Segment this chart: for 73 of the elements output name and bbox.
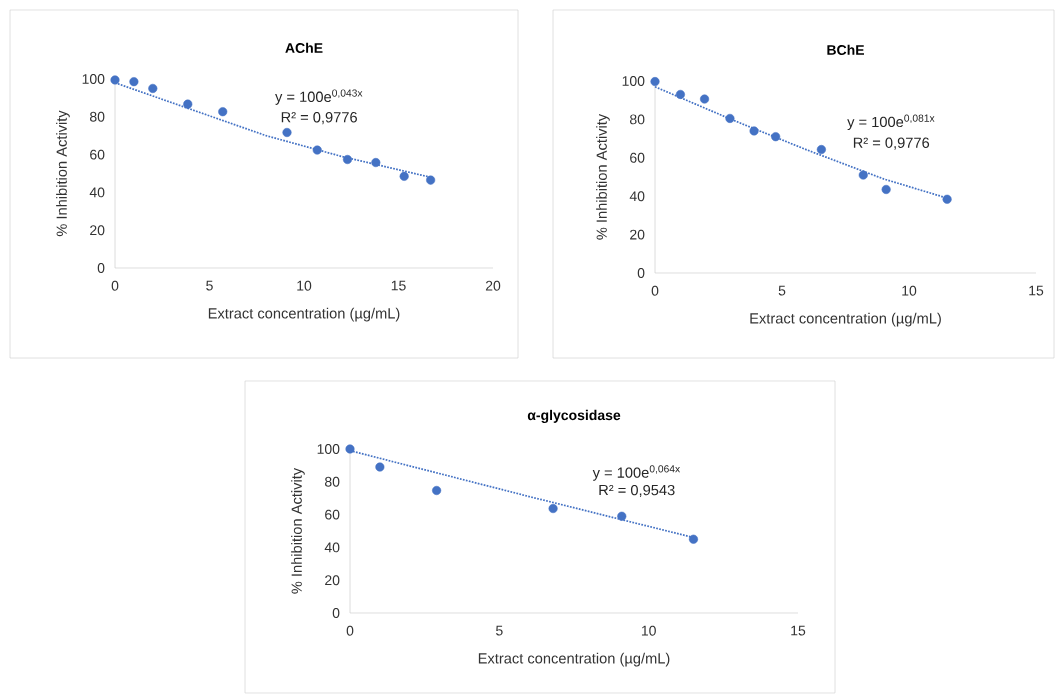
x-tick-label: 20	[485, 280, 501, 291]
y-tick-label: 60	[630, 152, 645, 163]
x-axis-title: Extract concentration (µg/mL)	[208, 307, 400, 322]
chart-title: α-glycosidase	[527, 409, 621, 423]
y-tick-label: 40	[324, 542, 340, 553]
point	[282, 127, 292, 138]
point	[148, 83, 158, 93]
point	[399, 171, 409, 181]
point	[312, 145, 322, 155]
y-tick-label: 60	[325, 509, 340, 520]
x-tick-label: 10	[641, 625, 656, 636]
y-tick-label: 0	[332, 608, 340, 618]
annotation: y = 100e$^{0,064x}$	[592, 465, 681, 481]
x-tick-label: 5	[206, 280, 213, 291]
annotation: y = 100e$^{0,081x}$	[847, 114, 935, 131]
annotation: y = 100e$^{0,043x}$	[275, 89, 363, 105]
point	[771, 132, 781, 142]
x-tick-label: 15	[1029, 285, 1044, 296]
point	[426, 175, 436, 185]
y-tick-label: 100	[82, 74, 105, 84]
y-tick-label: 80	[630, 114, 645, 125]
point	[548, 503, 558, 514]
x-tick-label: 10	[902, 285, 917, 296]
y-axis-title: % Inhibition Activity	[291, 467, 305, 594]
point	[650, 77, 660, 87]
point	[881, 184, 891, 195]
point	[342, 154, 353, 165]
y-tick-label: 100	[622, 76, 645, 86]
x-tick-label: 15	[391, 280, 406, 291]
y-tick-label: 20	[90, 225, 105, 236]
y-tick-label: 20	[630, 229, 645, 240]
point	[675, 89, 685, 99]
point	[700, 94, 710, 104]
y-tick-label: 40	[89, 187, 105, 198]
x-axis-title: Extract concentration (µg/mL)	[750, 312, 941, 327]
y-axis-title: % Inhibition Activity	[56, 110, 70, 237]
point	[725, 113, 735, 123]
y-axis-title: % Inhibition Activity	[596, 113, 610, 240]
x-tick-label: 0	[346, 625, 354, 636]
point	[129, 77, 139, 87]
point	[371, 158, 381, 168]
point	[858, 170, 868, 180]
point	[218, 107, 228, 117]
x-tick-label: 0	[651, 285, 659, 296]
point	[749, 126, 759, 136]
chart-title: AChE	[285, 42, 323, 53]
point	[375, 462, 385, 472]
point	[816, 145, 826, 155]
x-axis-title: Extract concentration (µg/mL)	[478, 652, 670, 667]
y-tick-label: 80	[90, 111, 105, 122]
point	[110, 75, 120, 85]
y-tick-label: 80	[325, 476, 340, 487]
chart-title: BChE	[827, 44, 865, 55]
y-tick-label: 0	[637, 268, 645, 278]
point	[942, 194, 952, 204]
y-tick-label: 40	[629, 191, 645, 202]
x-tick-label: 0	[111, 280, 119, 291]
point	[345, 444, 355, 454]
annotation: R² = 0,9543	[599, 484, 675, 497]
x-tick-label: 5	[778, 285, 786, 296]
x-tick-label: 5	[496, 625, 503, 636]
y-tick-label: 20	[325, 575, 340, 586]
annotation: R² = 0,9776	[281, 112, 357, 125]
point	[183, 99, 193, 109]
point	[432, 485, 442, 496]
x-tick-label: 10	[297, 280, 312, 291]
x-tick-label: 15	[791, 625, 806, 636]
point	[617, 511, 627, 521]
y-tick-label: 0	[97, 263, 105, 273]
point	[688, 534, 699, 544]
annotation: R² = 0,9776	[853, 137, 930, 150]
y-tick-label: 100	[317, 444, 340, 454]
y-tick-label: 60	[90, 149, 105, 160]
